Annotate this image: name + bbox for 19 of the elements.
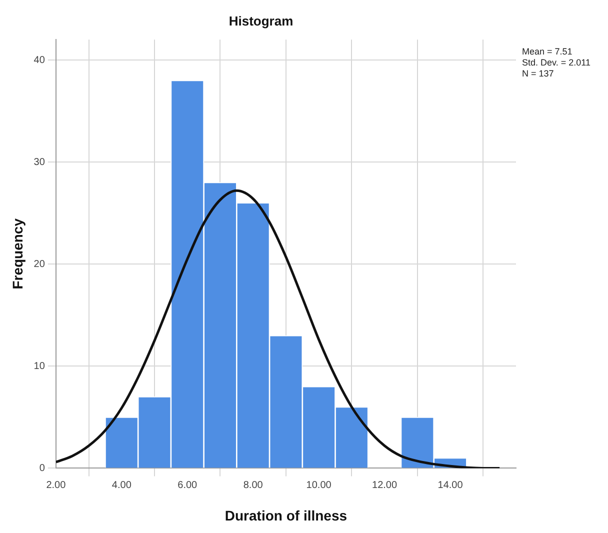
- x-tick-label: 6.00: [178, 480, 198, 491]
- y-tick-label: 0: [39, 462, 46, 474]
- y-tick-label: 30: [34, 156, 46, 168]
- y-axis-title: Frequency: [9, 218, 26, 290]
- x-tick-label: 10.00: [306, 480, 332, 491]
- y-tick-label: 40: [34, 54, 46, 66]
- x-tick-label: 14.00: [438, 480, 464, 491]
- y-tick-label: 20: [34, 258, 46, 270]
- x-tick-label: 4.00: [112, 480, 132, 491]
- y-tick-label: 10: [34, 360, 46, 372]
- x-axis-title: Duration of illness: [224, 507, 348, 524]
- chart-title: Histogram: [228, 13, 294, 28]
- x-tick-label: 12.00: [372, 480, 398, 491]
- x-tick-label: 2.00: [46, 480, 66, 491]
- text: Mean = 7.51: [522, 46, 572, 57]
- x-tick-label: 8.00: [243, 480, 264, 491]
- text: N = 137: [522, 68, 554, 79]
- text: Std. Dev. = 2.011: [522, 58, 590, 68]
- line-series: [56, 189, 501, 468]
